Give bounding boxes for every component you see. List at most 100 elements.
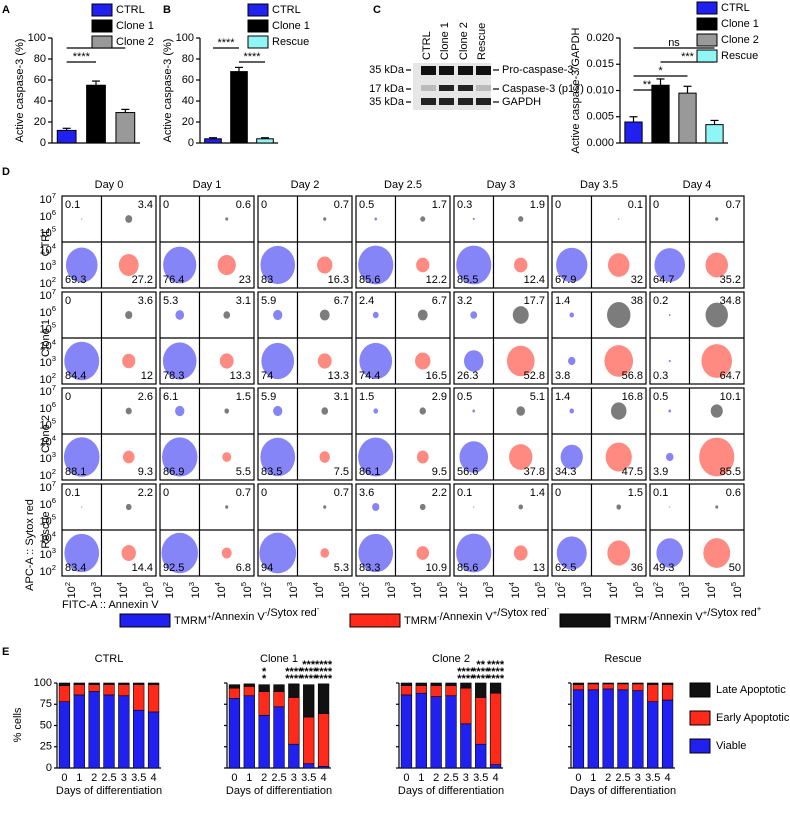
text-part: 10 [164, 586, 176, 598]
x-tick-label: 3 [463, 772, 469, 784]
stacked-bar [617, 683, 629, 691]
stacked-bar [587, 689, 599, 769]
superscript: 7 [52, 479, 56, 488]
legend-swatch [349, 613, 401, 628]
quadrant-percent: 67.9 [555, 274, 576, 286]
stacked-bar [73, 694, 85, 769]
band [476, 66, 491, 75]
x-tick-label: 1 [590, 772, 596, 784]
quadrant-percent: 94 [261, 562, 273, 574]
quadrant-percent: 6.7 [334, 295, 349, 307]
stacked-bar [133, 709, 145, 769]
stacked-bar [572, 684, 585, 691]
text-part: 10 [39, 244, 51, 256]
quadrant-percent: 0.7 [726, 199, 741, 211]
panel-letter: E [2, 646, 9, 658]
quadrant-population [125, 503, 132, 511]
quadrant-population [373, 408, 379, 414]
row-label: Rescue [40, 511, 52, 548]
quadrant-percent: 47.5 [622, 466, 643, 478]
quadrant-population [560, 444, 583, 470]
y-tick-label: 103 [39, 450, 56, 465]
quadrant-percent: 85.6 [457, 562, 478, 574]
stacked-bar [587, 682, 599, 685]
x-tick-label: 103 [285, 582, 300, 599]
quadrant-population [607, 302, 631, 328]
band [439, 66, 454, 75]
stacked-bar [632, 682, 644, 685]
quadrant-population [656, 538, 684, 568]
bar [230, 71, 248, 144]
day-label: Day 4 [683, 179, 712, 191]
quadrant-percent: 84.4 [65, 370, 86, 382]
text-part: 10 [39, 453, 51, 465]
text-part: 10 [654, 586, 666, 598]
text-part: /Annexin V [440, 611, 494, 623]
quadrant-percent: 13.3 [230, 370, 251, 382]
band [421, 66, 436, 75]
legend-swatch [119, 613, 171, 628]
y-tick-label: 0.000 [586, 137, 614, 149]
x-tick-label: 2 [605, 772, 611, 784]
superscript: 2 [52, 371, 56, 380]
quadrant-population [81, 506, 83, 508]
quadrant-percent: 1.4 [555, 295, 570, 307]
text-part: 10 [608, 586, 620, 598]
quadrant-population [219, 353, 234, 369]
text-part: 10 [92, 586, 104, 598]
quadrant-percent: 1.4 [555, 391, 570, 403]
y-tick-label: 106 [39, 496, 56, 511]
stacked-bar [273, 706, 285, 769]
stacked-bar [288, 683, 300, 698]
superscript: 2 [553, 582, 562, 586]
text-part: 10 [242, 586, 254, 598]
legend-label: Clone 1 [116, 20, 154, 32]
text-part: 10 [39, 228, 51, 240]
error-bar [683, 85, 692, 94]
superscript: 3 [52, 546, 56, 555]
quadrant-percent: 38 [631, 295, 643, 307]
legend-swatch [689, 710, 711, 726]
quadrant-percent: 0.1 [653, 487, 668, 499]
y-tick-label: 100 [34, 677, 52, 689]
quadrant-population [122, 450, 135, 464]
superscript: 7 [52, 191, 56, 200]
quadrant-percent: 0.1 [457, 487, 472, 499]
y-tick-label: 104 [39, 241, 56, 256]
quadrant-percent: 12 [141, 370, 153, 382]
stacked-bar [133, 684, 145, 711]
quadrant-population [416, 450, 429, 464]
superscript: 5 [729, 582, 738, 586]
quadrant-percent: 83 [261, 274, 273, 286]
quadrant-percent: 10.1 [720, 391, 741, 403]
x-tick-label: 102 [259, 582, 274, 599]
y-tick-label: 60 [34, 74, 46, 86]
legend-label: CTRL [272, 4, 301, 16]
superscript: - [437, 612, 440, 621]
stacked-bar [118, 682, 130, 686]
superscript: 2 [161, 582, 170, 586]
quadrant-population [64, 341, 100, 381]
quadrant-percent: 3.8 [555, 370, 570, 382]
quadrant-percent: 17.7 [524, 295, 545, 307]
superscript: 3 [52, 258, 56, 267]
x-tick-label: 2 [91, 772, 97, 784]
quadrant-population [513, 545, 528, 561]
error-bar [62, 127, 71, 131]
stacked-bar [118, 695, 130, 769]
x-tick-label: 104 [605, 581, 620, 598]
quadrant-percent: 37.8 [524, 466, 545, 478]
stacked-bar [602, 683, 614, 690]
error-bar [235, 66, 243, 72]
y-axis-label: Active caspase-3 (%) [162, 39, 174, 143]
x-tick-label: 3.5 [473, 772, 488, 784]
quadrant-percent: 86.9 [163, 466, 184, 478]
text-part: 10 [39, 278, 51, 290]
error-bar [209, 137, 217, 139]
band [421, 85, 436, 91]
quadrant-percent: 85.5 [457, 274, 478, 286]
superscript: 2 [357, 582, 366, 586]
stacked-bar [73, 682, 85, 686]
error-bar [710, 119, 719, 125]
text-part: 10 [732, 586, 744, 598]
